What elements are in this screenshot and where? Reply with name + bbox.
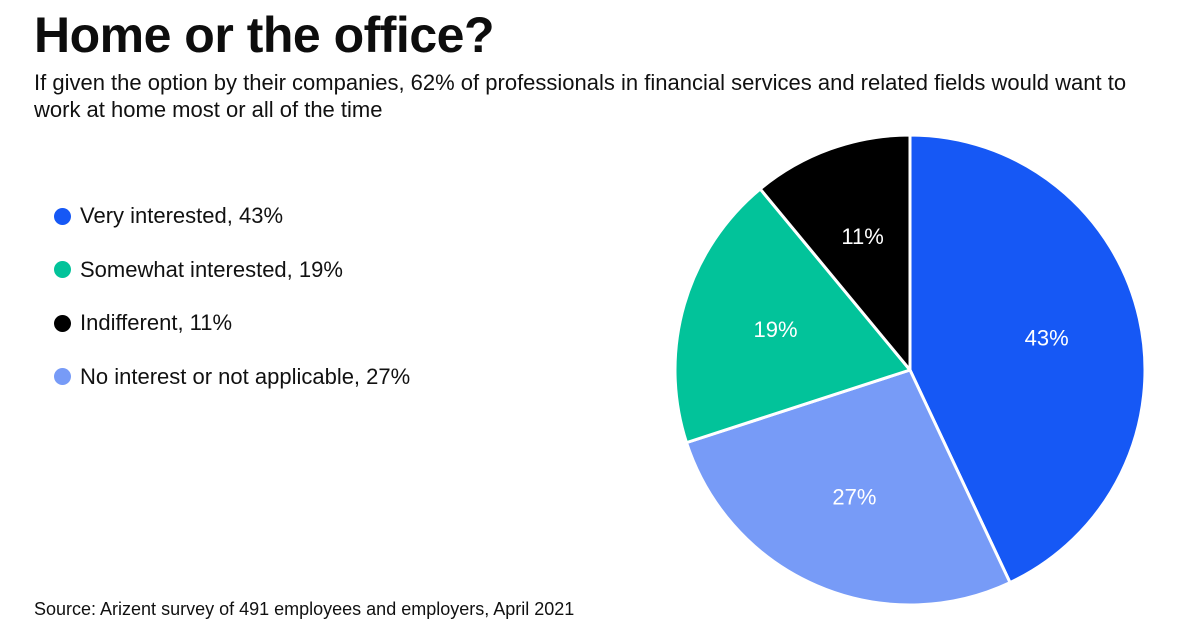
legend-label: No interest or not applicable, 27%: [80, 363, 411, 389]
legend-label: Somewhat interested, 19%: [80, 256, 343, 282]
pie-slice-very-interested: [908, 133, 1147, 585]
slice-label-no-interest-or-not-applicable: 27%: [832, 484, 876, 509]
legend-label: Very interested, 43%: [80, 203, 284, 228]
legend-swatch: [54, 314, 71, 332]
legend-item-no-interest-or-not-applicable: No interest or not applicable, 27%: [54, 359, 410, 395]
chart-title: Home or the office?: [34, 7, 494, 63]
pie-slice-no-interest-or-not-applicable: [685, 368, 1012, 607]
chart-subtitle: If given the option by their companies, …: [34, 70, 1127, 122]
legend-item-very-interested: Very interested, 43%: [54, 198, 410, 234]
legend-swatch: [54, 368, 71, 385]
pie-slice-somewhat-interested: [673, 187, 912, 445]
legend-swatch: [54, 207, 71, 225]
legend-item-somewhat-interested: Somewhat interested, 19%: [54, 252, 410, 288]
source-note: Source: Arizent survey of 491 employees …: [34, 599, 575, 619]
slice-label-very-interested: 43%: [1025, 325, 1069, 350]
slice-label-indifferent: 11%: [841, 224, 883, 249]
slice-label-somewhat-interested: 19%: [754, 317, 798, 342]
legend-swatch: [54, 261, 71, 278]
chart-legend: Very interested, 43% Somewhat interested,…: [54, 198, 410, 412]
pie-slice-indifferent: [758, 133, 912, 372]
pie-chart: 43% 27% 19% 11%: [673, 133, 1147, 607]
legend-item-indifferent: Indifferent, 11%: [54, 305, 410, 341]
legend-label: Indifferent, 11%: [80, 310, 233, 335]
